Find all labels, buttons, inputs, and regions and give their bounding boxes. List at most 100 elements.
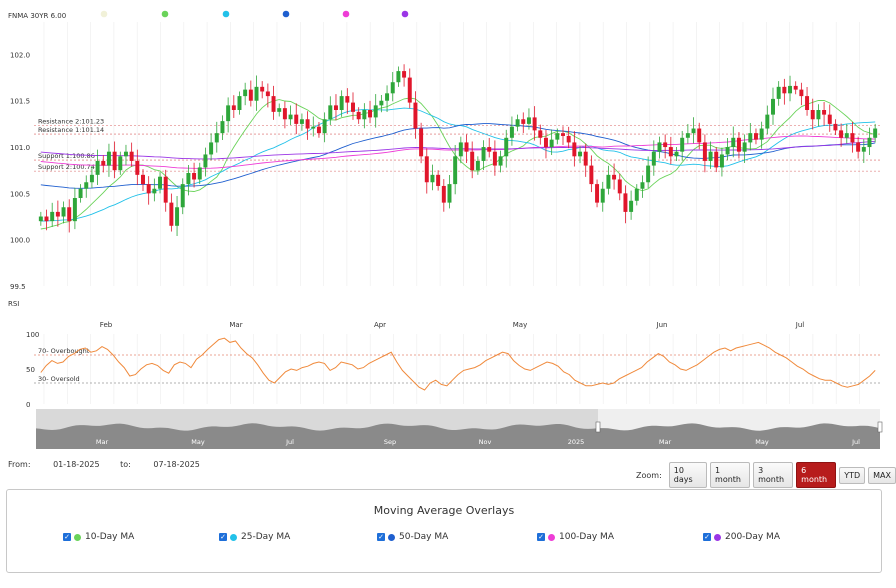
candle — [805, 96, 810, 110]
candle — [629, 200, 634, 212]
candle — [288, 114, 293, 120]
candle — [175, 207, 180, 226]
moving-average-panel: Moving Average Overlays ✓ 10-Day MA ✓ 25… — [6, 489, 882, 573]
rsi-tick-label: 100 — [26, 331, 39, 339]
navigator-left-handle[interactable] — [595, 421, 601, 433]
candle — [526, 117, 531, 124]
to-date-input[interactable]: 07-18-2025 — [153, 460, 200, 469]
candle — [339, 96, 344, 110]
y-tick-label: 101.5 — [10, 98, 30, 106]
from-date-input[interactable]: 01-18-2025 — [53, 460, 100, 469]
candle — [470, 151, 475, 171]
x-axis-label: Jun — [656, 321, 668, 329]
candle — [419, 128, 424, 157]
checkbox-checked-icon[interactable]: ✓ — [219, 533, 227, 541]
candle — [566, 135, 571, 143]
candle — [345, 96, 350, 103]
candle — [44, 216, 49, 222]
candle — [776, 86, 781, 99]
navigator-label: May — [191, 438, 205, 446]
candle — [765, 114, 770, 129]
y-tick-label: 101.0 — [10, 144, 30, 152]
candle — [651, 151, 656, 166]
candle — [612, 174, 617, 180]
candle — [504, 137, 509, 157]
candle — [424, 156, 429, 183]
candle — [146, 184, 151, 194]
candle — [873, 128, 878, 138]
candle — [322, 119, 327, 134]
zoom-10-days-button[interactable]: 10 days — [668, 462, 708, 488]
ma-200-day-toggle[interactable]: ✓ 200-Day MA — [703, 532, 780, 542]
level-label: Resistance 1:101.14 — [38, 126, 104, 134]
candle — [549, 139, 554, 148]
candle — [634, 188, 639, 201]
ma-10-day-toggle[interactable]: ✓ 10-Day MA — [63, 532, 134, 542]
candle — [475, 160, 480, 171]
candle — [680, 137, 685, 152]
navigator-label: May — [755, 438, 769, 446]
zoom-ytd-button[interactable]: YTD — [839, 466, 866, 484]
candle — [78, 188, 83, 198]
candle — [277, 108, 282, 112]
zoom-6-month-button[interactable]: 6 month — [796, 462, 837, 488]
zoom-max-button[interactable]: MAX — [868, 466, 896, 484]
x-axis-label: Apr — [374, 321, 386, 329]
candle — [827, 114, 832, 124]
ma-panel-title: Moving Average Overlays — [373, 504, 515, 517]
candle — [748, 133, 753, 143]
ma-25-day-toggle[interactable]: ✓ 25-Day MA — [219, 532, 290, 542]
checkbox-checked-icon[interactable]: ✓ — [537, 533, 545, 541]
candle — [810, 110, 815, 120]
candle — [106, 151, 111, 166]
legend-dot-icon — [342, 10, 350, 18]
candle — [203, 154, 208, 168]
candle — [521, 119, 526, 124]
candle — [600, 188, 605, 203]
candle — [311, 126, 316, 129]
x-axis-label: Mar — [229, 321, 242, 329]
candle — [197, 167, 202, 180]
checkbox-checked-icon[interactable]: ✓ — [377, 533, 385, 541]
candle — [402, 71, 407, 78]
navigator-right-handle[interactable] — [877, 421, 883, 433]
x-axis-label: Jul — [795, 321, 805, 329]
candle — [532, 117, 537, 131]
candle — [84, 182, 89, 189]
from-label: From: — [8, 460, 31, 469]
candle — [55, 211, 60, 217]
zoom-1-month-button[interactable]: 1 month — [710, 462, 751, 488]
candle — [583, 151, 588, 166]
candle — [640, 182, 645, 189]
rsi-tick-label: 50 — [26, 366, 35, 374]
candle — [362, 110, 367, 120]
candle — [685, 133, 690, 138]
ma-100-day-toggle[interactable]: ✓ 100-Day MA — [537, 532, 614, 542]
candle — [515, 119, 520, 127]
candle — [333, 105, 338, 110]
ma-color-dot-icon — [388, 533, 395, 541]
zoom-3-month-button[interactable]: 3 month — [753, 462, 794, 488]
checkbox-checked-icon[interactable]: ✓ — [703, 533, 711, 541]
chart-title: FNMA 30YR 6.00 — [8, 12, 66, 20]
candle — [112, 151, 117, 171]
candle — [328, 105, 333, 120]
candle — [492, 151, 497, 166]
candle — [657, 142, 662, 152]
candle — [101, 160, 106, 166]
candle — [736, 137, 741, 152]
ma-color-dot-icon — [714, 533, 721, 541]
candle — [129, 151, 134, 161]
ma-line — [40, 135, 876, 169]
checkbox-checked-icon[interactable]: ✓ — [63, 533, 71, 541]
candle — [373, 105, 378, 118]
navigator-label: Mar — [659, 438, 672, 446]
candle — [702, 142, 707, 161]
candle — [226, 105, 231, 122]
candle — [379, 100, 384, 106]
navigator-label: 2025 — [568, 438, 585, 446]
ma-50-day-toggle[interactable]: ✓ 50-Day MA — [377, 532, 448, 542]
candle — [771, 98, 775, 115]
candle — [691, 128, 696, 134]
candle — [214, 133, 219, 143]
